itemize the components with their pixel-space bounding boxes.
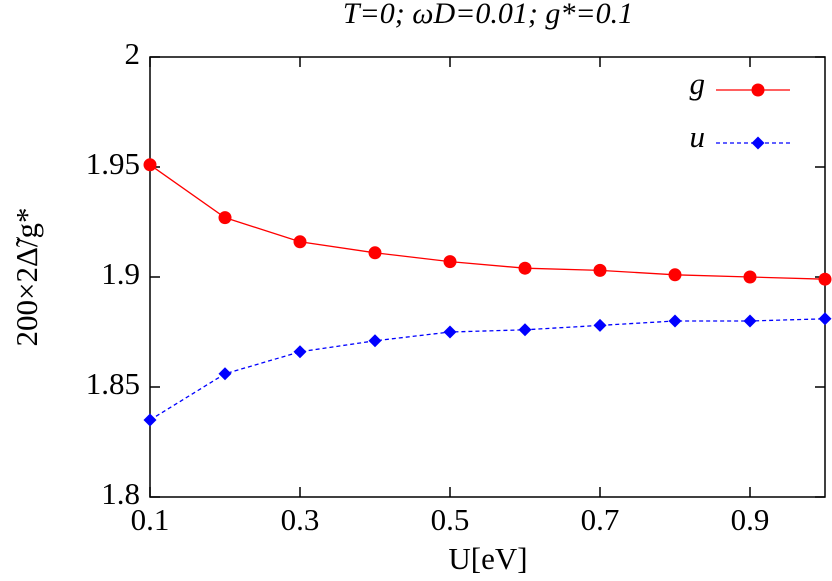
- data-point: [293, 235, 307, 249]
- data-point: [818, 272, 832, 286]
- x-tick-label: 0.3: [281, 502, 320, 537]
- y-axis-label: 200×2Δ̃/g*: [9, 207, 44, 346]
- x-tick-label: 0.1: [131, 502, 170, 537]
- data-point: [818, 312, 832, 326]
- data-point: [143, 158, 157, 172]
- data-point: [593, 318, 607, 332]
- data-point: [743, 314, 757, 328]
- data-point: [593, 263, 607, 277]
- series-line: [149, 164, 826, 280]
- legend-label: u: [690, 119, 706, 154]
- x-tick-label: 0.9: [731, 502, 770, 537]
- legend-marker: [751, 83, 765, 97]
- legend-label: g: [690, 66, 706, 101]
- chart-title: T=0; ωD=0.01; g*=0.1: [343, 0, 633, 30]
- data-point: [743, 270, 757, 284]
- data-point: [218, 211, 232, 225]
- plot-frame: [149, 56, 826, 498]
- data-point: [293, 345, 307, 359]
- data-point: [443, 255, 457, 269]
- data-point: [368, 246, 382, 260]
- legend-marker: [751, 136, 765, 150]
- y-tick-label: 1.8: [101, 476, 140, 511]
- data-point: [143, 413, 157, 427]
- x-tick-label: 0.7: [581, 502, 620, 537]
- data-point: [443, 325, 457, 339]
- data-point: [518, 323, 532, 337]
- y-tick-label: 1.9: [101, 256, 140, 291]
- data-point: [668, 314, 682, 328]
- y-tick-label: 1.85: [86, 366, 140, 401]
- x-axis-label: U[eV]: [448, 541, 527, 576]
- data-point: [218, 367, 232, 381]
- y-tick-label: 2: [125, 36, 141, 71]
- series-line: [149, 318, 826, 421]
- data-point: [368, 334, 382, 348]
- y-tick-label: 1.95: [86, 146, 140, 181]
- data-point: [668, 268, 682, 282]
- data-point: [518, 261, 532, 275]
- x-tick-label: 0.5: [431, 502, 470, 537]
